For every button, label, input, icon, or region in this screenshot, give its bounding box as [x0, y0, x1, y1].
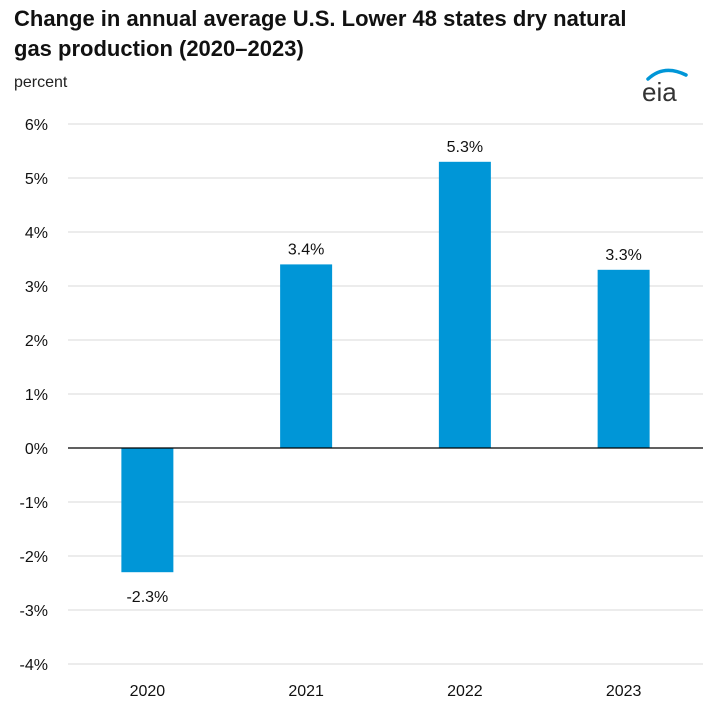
y-tick-label: 6%: [25, 117, 48, 134]
grid-lines: [68, 123, 703, 665]
y-tick-label: 4%: [25, 225, 48, 242]
y-tick-label: 5%: [25, 171, 48, 188]
bars: [121, 161, 650, 573]
x-tick-label: 2020: [130, 683, 166, 700]
y-axis-unit-label: percent: [14, 74, 68, 91]
x-tick-label: 2023: [606, 683, 642, 700]
y-tick-label: 3%: [25, 279, 48, 296]
chart-title: Change in annual average U.S. Lower 48 s…: [14, 6, 627, 61]
x-tick-label: 2022: [447, 683, 483, 700]
y-tick-label: -4%: [20, 657, 48, 674]
data-labels: -2.3% 3.4% 5.3% 3.3%: [126, 139, 641, 606]
eia-logo: eia: [642, 68, 688, 106]
bar-2022: [438, 161, 491, 449]
y-tick-label: -2%: [20, 549, 48, 566]
y-tick-label: -1%: [20, 495, 48, 512]
data-label-2023: 3.3%: [605, 247, 641, 264]
x-tick-label: 2021: [288, 683, 324, 700]
y-tick-label: 0%: [25, 441, 48, 458]
data-label-2021: 3.4%: [288, 241, 324, 258]
data-label-2022: 5.3%: [447, 139, 483, 156]
bar-2020: [121, 448, 174, 573]
bar-2023: [597, 269, 650, 448]
y-tick-label: -3%: [20, 603, 48, 620]
data-label-2020: -2.3%: [126, 589, 168, 606]
x-tick-labels: 2020 2021 2022 2023: [130, 683, 642, 700]
eia-logo-text: eia: [642, 77, 677, 106]
eia-logo-arc: [646, 68, 688, 81]
bar-2021: [280, 264, 333, 448]
y-tick-label: 1%: [25, 387, 48, 404]
y-tick-labels: 6% 5% 4% 3% 2% 1% 0% -1% -2% -3% -4%: [20, 117, 48, 674]
y-tick-label: 2%: [25, 333, 48, 350]
